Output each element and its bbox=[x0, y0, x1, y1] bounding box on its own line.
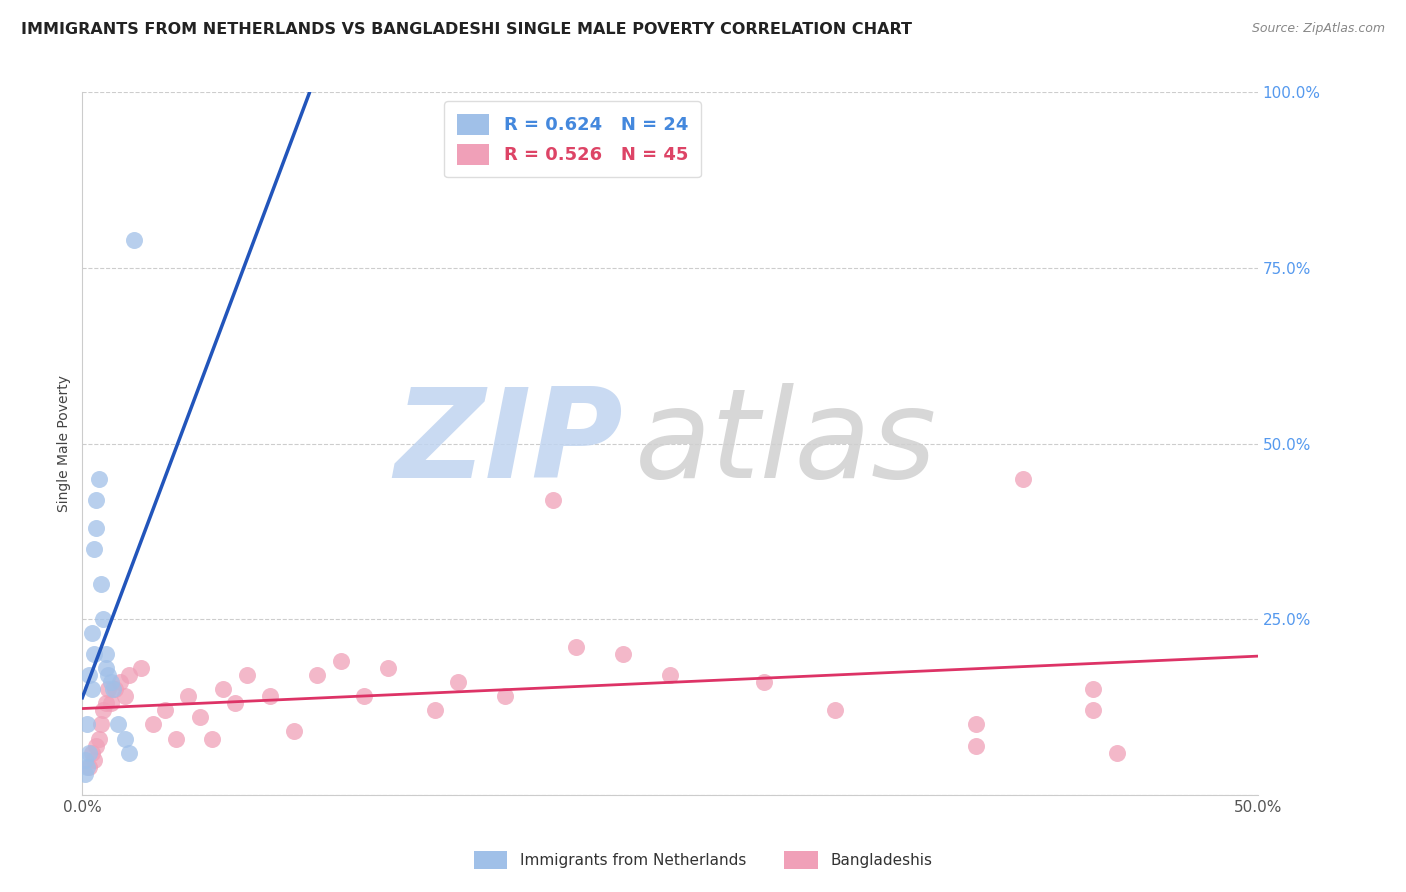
Point bbox=[212, 682, 235, 697]
Point bbox=[153, 703, 176, 717]
Point bbox=[114, 731, 136, 746]
Point bbox=[307, 668, 329, 682]
Point bbox=[80, 626, 103, 640]
Point bbox=[79, 759, 101, 773]
Legend: Immigrants from Netherlands, Bangladeshis: Immigrants from Netherlands, Bangladeshi… bbox=[468, 845, 938, 875]
Point bbox=[86, 492, 108, 507]
Text: Source: ZipAtlas.com: Source: ZipAtlas.com bbox=[1251, 22, 1385, 36]
Point bbox=[1083, 682, 1105, 697]
Point bbox=[118, 668, 141, 682]
Point bbox=[76, 759, 98, 773]
Point bbox=[129, 661, 152, 675]
Point bbox=[1105, 746, 1128, 760]
Point bbox=[224, 697, 246, 711]
Point bbox=[73, 766, 96, 780]
Point bbox=[83, 541, 105, 556]
Point bbox=[79, 668, 101, 682]
Point bbox=[1011, 472, 1033, 486]
Point bbox=[86, 521, 108, 535]
Point bbox=[283, 724, 305, 739]
Point bbox=[94, 661, 117, 675]
Point bbox=[107, 717, 129, 731]
Point bbox=[447, 675, 470, 690]
Point bbox=[114, 690, 136, 704]
Point bbox=[142, 717, 165, 731]
Point bbox=[97, 682, 120, 697]
Point bbox=[79, 746, 101, 760]
Point bbox=[236, 668, 259, 682]
Point bbox=[612, 647, 634, 661]
Point bbox=[73, 753, 96, 767]
Point bbox=[86, 739, 108, 753]
Point bbox=[83, 753, 105, 767]
Text: atlas: atlas bbox=[634, 383, 936, 504]
Point bbox=[177, 690, 200, 704]
Point bbox=[101, 682, 124, 697]
Point bbox=[122, 233, 145, 247]
Legend: R = 0.624   N = 24, R = 0.526   N = 45: R = 0.624 N = 24, R = 0.526 N = 45 bbox=[444, 102, 700, 178]
Point bbox=[188, 710, 211, 724]
Point bbox=[87, 731, 110, 746]
Point bbox=[965, 739, 987, 753]
Point bbox=[329, 654, 352, 668]
Point bbox=[87, 472, 110, 486]
Point bbox=[104, 682, 127, 697]
Point bbox=[108, 675, 131, 690]
Point bbox=[76, 717, 98, 731]
Point bbox=[165, 731, 187, 746]
Point bbox=[752, 675, 775, 690]
Point bbox=[94, 647, 117, 661]
Point bbox=[80, 682, 103, 697]
Y-axis label: Single Male Poverty: Single Male Poverty bbox=[58, 375, 72, 512]
Point bbox=[353, 690, 375, 704]
Point bbox=[93, 612, 115, 626]
Point bbox=[495, 690, 517, 704]
Point bbox=[83, 647, 105, 661]
Point bbox=[93, 703, 115, 717]
Point bbox=[118, 746, 141, 760]
Point bbox=[824, 703, 846, 717]
Point bbox=[423, 703, 446, 717]
Point bbox=[100, 697, 122, 711]
Point bbox=[965, 717, 987, 731]
Point bbox=[80, 746, 103, 760]
Point bbox=[100, 675, 122, 690]
Point bbox=[200, 731, 222, 746]
Point bbox=[1083, 703, 1105, 717]
Point bbox=[94, 697, 117, 711]
Text: IMMIGRANTS FROM NETHERLANDS VS BANGLADESHI SINGLE MALE POVERTY CORRELATION CHART: IMMIGRANTS FROM NETHERLANDS VS BANGLADES… bbox=[21, 22, 912, 37]
Point bbox=[565, 640, 588, 655]
Point bbox=[90, 577, 112, 591]
Text: ZIP: ZIP bbox=[394, 383, 623, 504]
Point bbox=[377, 661, 399, 675]
Point bbox=[659, 668, 682, 682]
Point bbox=[541, 492, 564, 507]
Point bbox=[90, 717, 112, 731]
Point bbox=[259, 690, 281, 704]
Point bbox=[97, 668, 120, 682]
